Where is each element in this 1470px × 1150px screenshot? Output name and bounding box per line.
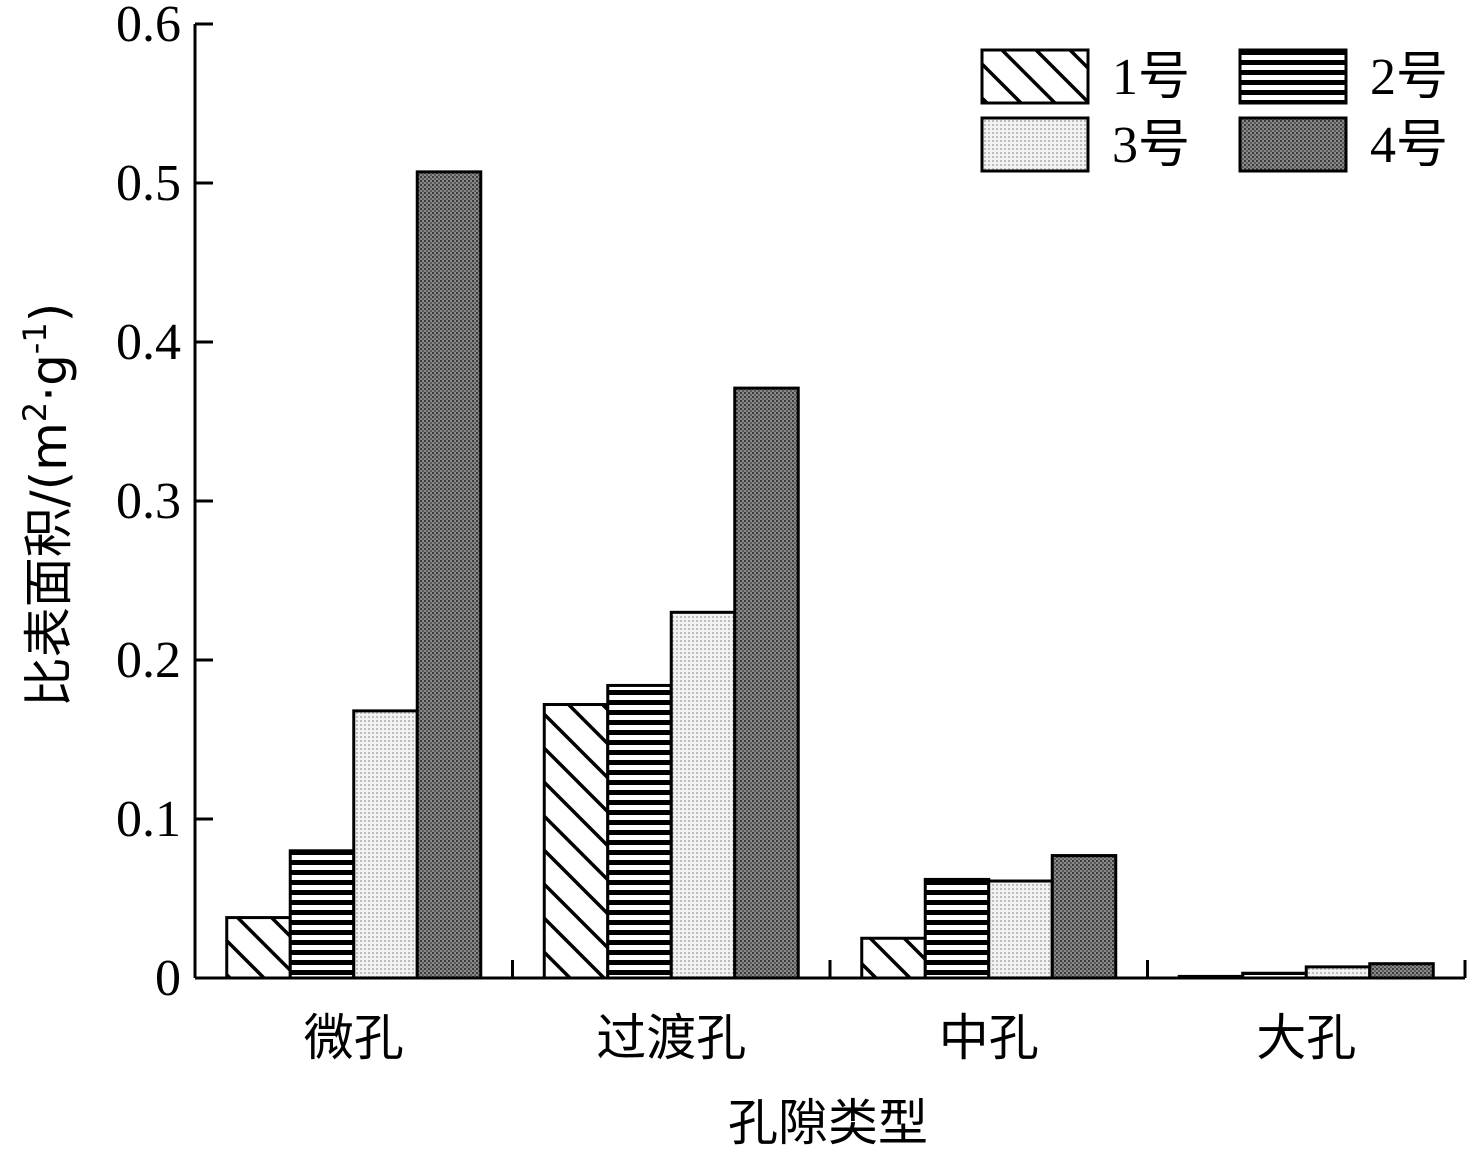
y-axis-title-mid: ·g [20,354,78,402]
bar-2-2 [606,683,673,980]
legend-label: 2号 [1370,49,1448,106]
bar-3-2 [669,610,737,980]
legend-item: 3号 [980,116,1190,174]
category-label: 过渡孔 [596,1009,746,1067]
legend-label: 4号 [1370,117,1448,174]
bar-3-3 [987,879,1054,980]
legend: 1号 2号 3号 4号 [980,48,1448,174]
bar-2-4 [1241,971,1308,980]
category-labels: 微孔 过渡孔 中孔 大孔 [304,1009,1357,1067]
bar-2-3 [923,877,991,980]
bar-1-1 [225,916,292,980]
bar-2-1 [288,849,356,980]
y-tick-label: 0.4 [116,314,181,371]
legend-swatch [1238,116,1348,173]
y-axis-title-sup-1: 2 [16,402,54,422]
bar-4-2 [733,386,800,980]
legend-item: 4号 [1238,116,1448,174]
legend-label: 1号 [1112,49,1190,106]
y-axis-title-main: 比表面积/(m [20,422,78,707]
y-tick-label: 0.1 [116,791,181,848]
y-tick-label: 0.6 [116,0,181,53]
bar-3-4 [1304,965,1372,980]
bar-4-4 [1368,962,1435,980]
legend-swatch [1238,48,1348,105]
bar-3-1 [352,709,419,980]
legend-item: 1号 [980,48,1190,106]
y-axis-title-sup-2: -1 [16,322,54,354]
bar-4-3 [1050,854,1118,980]
y-axis-title-end: ) [20,303,78,323]
y-tick-label: 0.2 [116,632,181,689]
bar-1-2 [542,703,610,980]
bar-1-3 [860,936,927,980]
y-axis-title: 比表面积/(m2·g-1) [16,303,78,707]
category-label: 大孔 [1256,1009,1356,1067]
y-axis: 0 0.1 0.2 0.3 0.4 0.5 0.6 [116,0,213,1007]
legend-swatch [980,116,1090,173]
bar-4-1 [415,170,483,980]
category-label: 微孔 [304,1009,404,1067]
legend-label: 3号 [1112,117,1190,174]
y-tick-label: 0 [155,950,181,1007]
legend-item: 2号 [1238,48,1448,106]
x-axis-title: 孔隙类型 [728,1094,928,1150]
bar-1-4 [1177,974,1245,980]
y-tick-label: 0.3 [116,473,181,530]
bars [225,170,1435,980]
y-tick-label: 0.5 [116,155,181,212]
legend-swatch [980,48,1090,105]
category-label: 中孔 [939,1009,1039,1067]
